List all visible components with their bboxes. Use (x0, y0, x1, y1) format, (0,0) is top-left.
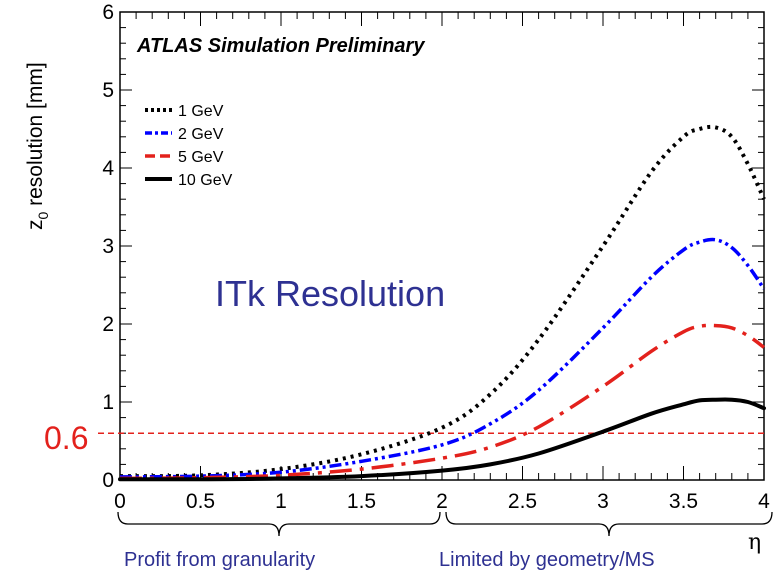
region-brace (445, 511, 773, 537)
atlas-annotation: ATLAS Simulation Preliminary (136, 35, 425, 57)
x-tick-label: 3.5 (669, 490, 698, 513)
region-label-granularity: Profit from granularity (124, 549, 315, 571)
region-brace (117, 511, 441, 537)
series-line-2-gev (119, 237, 766, 479)
legend: 1 GeV 2 GeV 5 GeV 10 GeV (145, 103, 233, 189)
x-tick-label: 3 (597, 490, 609, 513)
legend-label: 5 GeV (178, 149, 224, 166)
y-tick-label: 3 (102, 235, 114, 258)
y-axis-label: z0 resolution [mm] (24, 62, 51, 230)
legend-label: 1 GeV (178, 103, 224, 120)
y-tick-label: 5 (102, 79, 114, 102)
reference-line-label: 0.6 (44, 420, 88, 456)
x-tick-label: 0.5 (186, 490, 215, 513)
legend-label: 2 GeV (178, 126, 224, 143)
region-label-geometry: Limited by geometry/MS (439, 549, 655, 571)
x-tick-label: 1.5 (347, 490, 376, 513)
series-layer (118, 124, 766, 482)
y-axis: 0 1 2 3 4 5 6 (102, 1, 764, 492)
y-tick-label: 0 (102, 469, 114, 492)
y-axis-label-main: z (24, 220, 47, 231)
legend-label: 10 GeV (178, 172, 233, 189)
y-tick-label: 2 (102, 313, 114, 336)
series-line-5-gev (119, 323, 766, 481)
x-tick-label: 0 (114, 490, 126, 513)
x-axis-label: η (748, 530, 761, 555)
series-line-1-gev (119, 124, 766, 479)
y-tick-label: 6 (102, 1, 114, 24)
itk-resolution-annotation: ITk Resolution (215, 273, 445, 314)
y-axis-label-sub: 0 (35, 212, 51, 220)
y-tick-label: 1 (102, 391, 114, 414)
x-tick-label: 2 (436, 490, 448, 513)
series-line-10-gev (118, 397, 766, 482)
y-axis-label-rest: resolution [mm] (24, 62, 47, 211)
x-axis: 0 0.5 1 1.5 2 2.5 3 3.5 4 (114, 12, 770, 513)
y-tick-label: 4 (102, 157, 114, 180)
region-braces (117, 511, 773, 537)
x-tick-label: 2.5 (508, 490, 537, 513)
x-tick-label: 4 (758, 490, 770, 513)
x-tick-label: 1 (275, 490, 287, 513)
